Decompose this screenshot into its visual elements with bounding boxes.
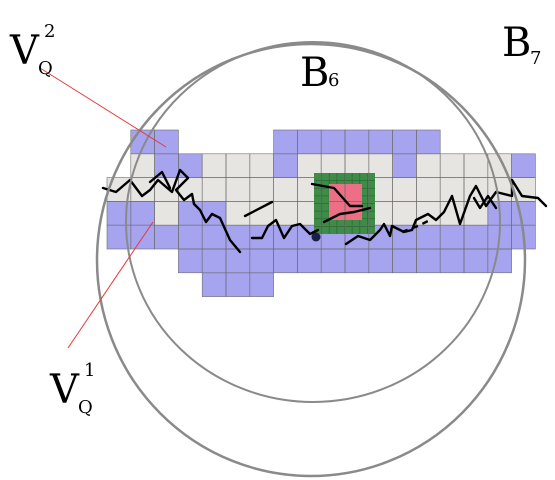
walk-segment-left [101,168,242,254]
random-walk-paths [101,168,548,254]
outer-region-cell [273,130,298,154]
label-vq2-superscript: 2 [44,21,55,42]
inner-region-cell [321,153,345,178]
inner-region-cell [226,201,250,226]
inner-region-cell [273,177,298,202]
walk-segment-short [243,200,274,218]
outer-region-cell [440,249,464,273]
walk-dashed-segment [401,218,431,234]
outer-region-cell [345,130,369,154]
inner-region-cell [202,153,226,178]
pointer-line-vq1 [67,221,154,349]
inner-region-cell [249,201,274,226]
outer-region-cell [249,272,274,297]
inner-region-cell [464,177,488,202]
walk-segment-tail [148,170,172,190]
outer-region-cell [249,249,274,273]
walk-segment-red-box [310,182,364,208]
outer-region-cell [297,249,322,273]
outer-region-cell [202,225,226,249]
outer-region-cell [440,225,464,249]
inner-region-cell [511,177,536,202]
walk-segment-middle [250,218,320,240]
outer-region-cell [154,225,179,249]
walk-segment-right [344,178,548,246]
outer-region-cell [107,201,131,226]
inner-region-cell [392,177,417,202]
inner-region-cell [226,153,250,178]
outer-region-cell [202,249,226,273]
label-b7-main: B [502,20,531,66]
outer-region-cell [107,225,131,249]
outer-region-cell [321,249,345,273]
circle-b6 [125,41,501,403]
grid-cell-outline [487,248,512,274]
label-vq1: V 1 Q [49,360,95,418]
inner-region-cell [440,153,464,178]
inner-region-cell [345,153,369,178]
outer-region-cell [392,153,417,178]
inner-region-cell [273,201,298,226]
label-vq2: V 2 Q [9,21,55,79]
inner-region-cell [178,177,203,202]
label-vq2-subscript: Q [38,58,53,79]
outer-region-cell [154,130,179,154]
outer-region-cell [368,249,393,273]
outer-region-cell [511,201,536,226]
outer-region-cell [202,272,226,297]
outer-region-cell [416,225,441,249]
outer-region-cell [464,249,488,273]
inner-region-cell [226,177,250,202]
outer-region-cell [178,249,203,273]
outer-region-cell [273,153,298,178]
outer-region-cell [130,201,155,226]
inner-region-cell [130,177,155,202]
label-vq1-subscript: Q [78,397,93,418]
outer-region-cell [178,201,203,226]
inner-region-cell [416,153,441,178]
label-b6-main: B [300,50,329,96]
outer-region-cell [464,225,488,249]
inner-region-cell [202,177,226,202]
label-b6-subscript: 6 [328,70,339,91]
outer-region-cell [511,153,536,178]
outer-region-cell [178,225,203,249]
walk-start-point [311,232,321,242]
label-b6: B 6 [300,50,339,96]
grid-cell-outline [249,272,274,297]
outer-region-cell [226,249,250,273]
label-b7-subscript: 7 [530,48,541,69]
outer-region-cell [416,130,441,154]
inner-region-cell [154,201,179,226]
outer-region-cell [226,272,250,297]
inner-region-cell [249,153,274,178]
outer-region-cell [321,130,345,154]
label-vq1-superscript: 1 [84,360,95,381]
outer-region-cell [273,249,298,273]
walk-segment-spike [472,194,498,210]
inner-region-cell [392,201,417,226]
label-vq1-main: V [49,367,80,413]
inner-region-cell [464,153,488,178]
outer-region-cell [416,249,441,273]
inner-region-cell [297,153,322,178]
walk-segment-rising [322,206,372,224]
outer-region-cell [368,130,393,154]
outer-region-cell [297,130,322,154]
outer-region-cell [392,249,417,273]
pointer-line-vq2 [39,67,167,148]
inner-region-cell [249,177,274,202]
label-b7: B 7 [502,20,541,69]
inner-region-cell [368,153,393,178]
inner-region-cell [440,177,464,202]
outer-region-cell [178,153,203,178]
outer-region-cell [345,249,369,273]
outer-region-cell [392,130,417,154]
outer-region-cell [487,249,512,273]
circle-b7 [95,42,527,478]
label-vq2-main: V [9,28,40,74]
inner-region-cell [416,177,441,202]
